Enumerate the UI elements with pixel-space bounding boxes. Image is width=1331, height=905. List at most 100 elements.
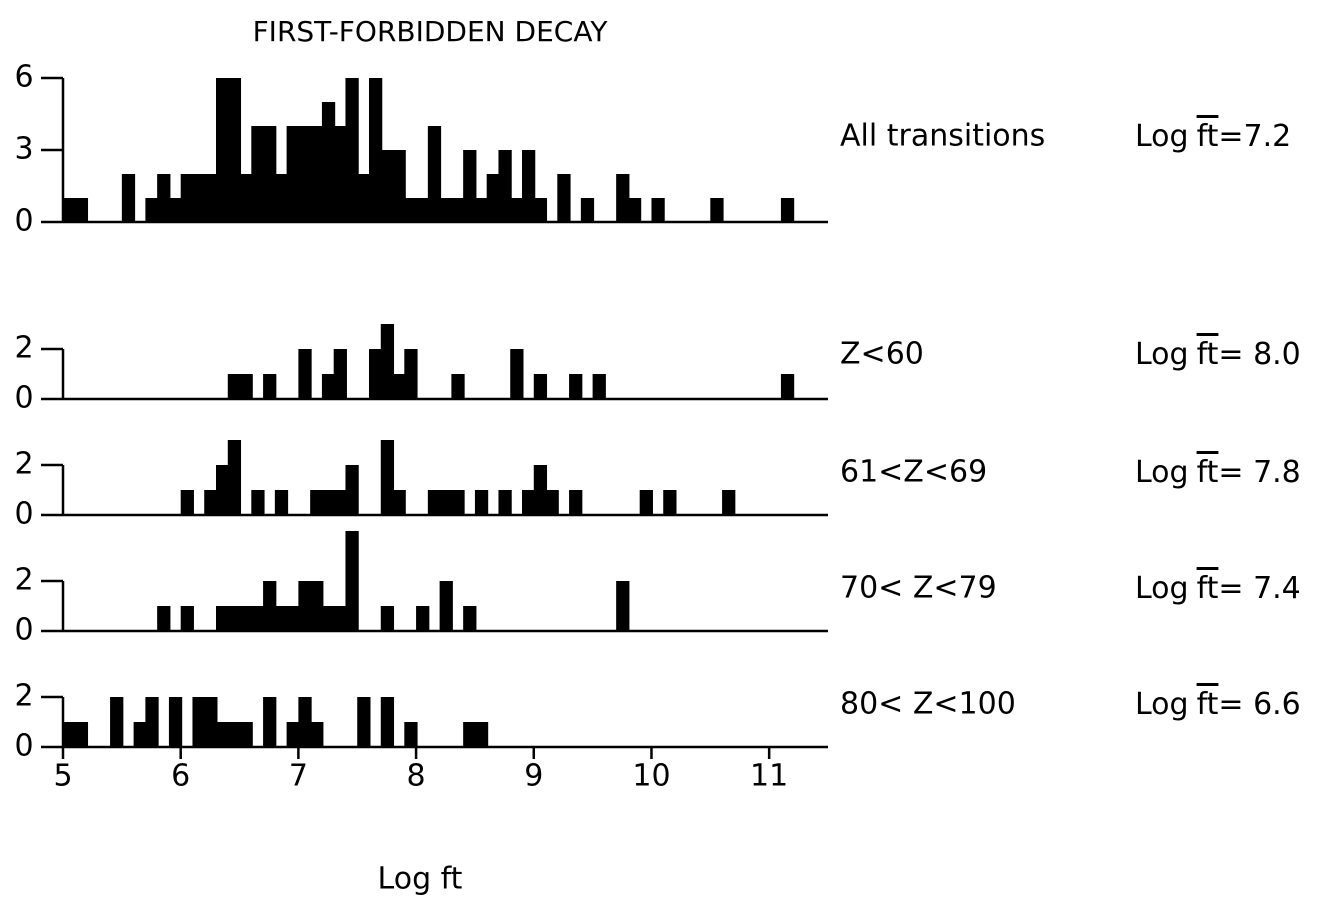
bar [227, 78, 242, 222]
bar [380, 697, 395, 747]
panel-annotation: Log ft= 7.8 [1135, 455, 1301, 490]
bar [498, 490, 512, 515]
bar [639, 490, 653, 515]
annotation-suffix: = 6.6 [1218, 687, 1300, 722]
annotation-suffix: = 7.4 [1218, 571, 1300, 606]
bar [263, 581, 277, 631]
bar [533, 374, 548, 399]
bar [333, 606, 347, 631]
bar [404, 722, 418, 747]
bar [663, 490, 677, 515]
bar [392, 374, 406, 399]
bar [463, 150, 477, 222]
bar [569, 374, 583, 399]
bar [345, 531, 359, 631]
bar [227, 722, 242, 747]
bar [333, 490, 347, 515]
bar [239, 722, 253, 747]
y-tick-label: 0 [14, 204, 33, 239]
bar [345, 465, 359, 515]
y-tick-label: 6 [14, 60, 33, 95]
bar [404, 198, 418, 222]
bar [345, 78, 359, 222]
bar [357, 697, 371, 747]
annotation-suffix: =7.2 [1218, 119, 1291, 154]
bar [510, 349, 524, 399]
annotation-prefix: Log [1135, 571, 1189, 606]
bar [427, 490, 442, 515]
bar [251, 606, 265, 631]
bar [333, 349, 347, 399]
bar [192, 174, 206, 222]
x-tick-label: 9 [524, 759, 543, 794]
bar [380, 440, 395, 515]
bar [63, 198, 77, 222]
bar [168, 198, 183, 222]
bar [616, 581, 630, 631]
y-tick-label: 2 [14, 331, 33, 366]
bar [333, 126, 347, 222]
y-tick-label: 0 [14, 729, 33, 764]
bar [545, 490, 559, 515]
bar [380, 150, 395, 222]
annotation-symbol: ft [1197, 571, 1219, 606]
bar [145, 198, 159, 222]
bar [227, 606, 242, 631]
panel-label: Z<60 [840, 337, 924, 372]
bar [439, 490, 453, 515]
annotation-suffix: = 7.8 [1218, 455, 1300, 490]
annotation-prefix: Log [1135, 455, 1189, 490]
bar [451, 490, 465, 515]
bar [274, 490, 289, 515]
bar [369, 349, 383, 399]
bar [74, 198, 89, 222]
bar [474, 722, 489, 747]
bar [627, 198, 642, 222]
bar [239, 374, 253, 399]
bar [274, 606, 289, 631]
chart-title: FIRST-FORBIDDEN DECAY [253, 15, 609, 48]
x-axis-label: Log ft [378, 862, 463, 897]
bar [533, 198, 548, 222]
annotation-symbol: ft [1197, 337, 1219, 372]
bar [392, 150, 406, 222]
bar [310, 581, 324, 631]
y-tick-label: 2 [14, 563, 33, 598]
bar [157, 606, 171, 631]
bar [427, 126, 442, 222]
bar [451, 374, 465, 399]
y-tick-label: 2 [14, 679, 33, 714]
bar [133, 722, 147, 747]
bar [486, 174, 500, 222]
bar [239, 174, 253, 222]
bar [63, 722, 77, 747]
bar [321, 490, 336, 515]
bar [380, 324, 395, 399]
bar [569, 490, 583, 515]
annotation-prefix: Log [1135, 337, 1189, 372]
bar [380, 606, 395, 631]
bar [416, 606, 430, 631]
bar [157, 174, 171, 222]
panel-label: All transitions [840, 119, 1045, 154]
bar [580, 198, 595, 222]
annotation-prefix: Log [1135, 119, 1189, 154]
bar [522, 150, 536, 222]
panel-label: 80< Z<100 [840, 687, 1016, 722]
bar [298, 697, 312, 747]
bar [274, 174, 289, 222]
panel-annotation: Log ft= 7.4 [1135, 571, 1301, 606]
annotation-suffix: = 8.0 [1218, 337, 1300, 372]
bar [404, 349, 418, 399]
bar [216, 606, 230, 631]
panel-label: 70< Z<79 [840, 571, 997, 606]
y-tick-label: 3 [14, 132, 33, 167]
bar [557, 174, 571, 222]
bar [474, 198, 489, 222]
bar [439, 581, 453, 631]
bar [298, 581, 312, 631]
bar [651, 198, 665, 222]
bar [710, 198, 724, 222]
y-tick-label: 0 [14, 613, 33, 648]
x-tick-label: 6 [171, 759, 190, 794]
